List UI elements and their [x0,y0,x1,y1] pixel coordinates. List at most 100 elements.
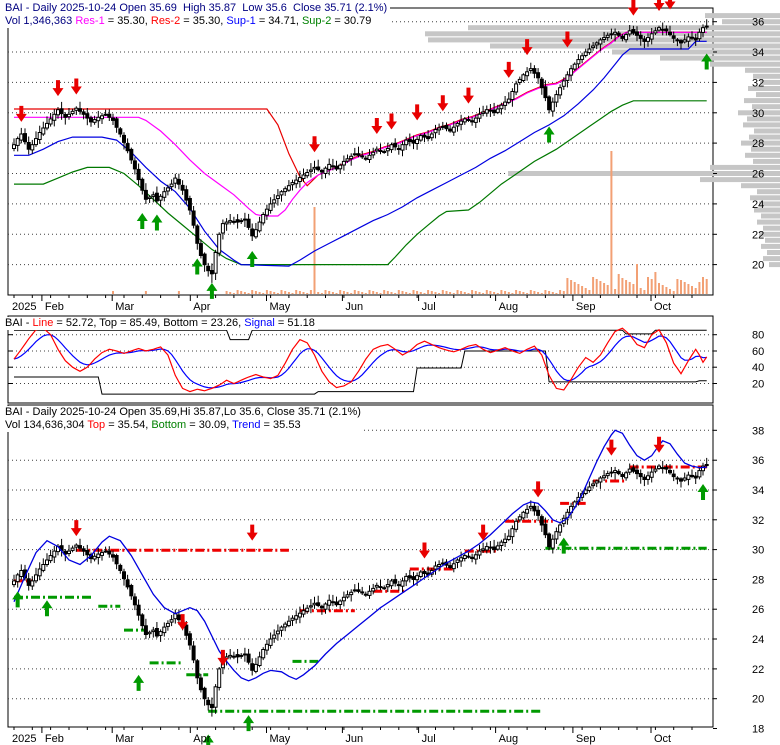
volume-bar [691,286,693,294]
volume-profile-bar [769,262,780,268]
candle-body [374,584,379,588]
axis-label: Apr [193,733,210,745]
candle-body [422,134,427,138]
candle-body [459,120,464,125]
sell-arrow-icon [437,95,449,112]
candle-body [473,117,478,123]
candle-body [118,128,123,135]
oscillator-panel-header: BAI - Line = 52.72, Top = 85.49, Bottom … [5,317,318,330]
candle-body [649,471,654,478]
volume-bar [489,291,492,294]
candle-body [305,172,310,177]
volume-bar [658,283,660,294]
candle-body [257,221,262,232]
candle-body [371,151,376,156]
volume-profile-bar [710,61,780,67]
volume-bar [482,293,485,294]
candle-body [459,557,464,562]
candle-body [118,564,123,572]
candle-body [620,35,625,39]
volume-profile-bar [744,98,780,104]
candle-body [140,178,145,191]
candle-body [264,208,269,216]
volume-bar [544,290,547,294]
candle-body [565,74,570,81]
candle-body [583,51,588,56]
volume-bar [401,291,404,294]
volume-profile-bar [722,19,780,25]
candle-body [345,594,350,598]
candle-body [627,30,632,35]
candle-body [440,125,445,128]
candle-body [198,243,203,257]
candle-body [481,548,486,551]
candle-body [499,541,504,546]
candle-body [261,214,266,224]
candle-body [180,184,185,191]
volume-bar [584,288,587,294]
candle-body [213,686,218,708]
volume-profile-bar [747,116,780,122]
candle-body [484,546,489,551]
candle-body [96,116,101,122]
candle-body [319,170,324,173]
volume-profile-bar [761,213,780,219]
candle-body [312,602,317,606]
volume-bar [694,288,697,294]
candle-body [624,34,629,41]
volume-bar [522,292,525,294]
sell-arrow-icon [309,136,321,153]
candle-body [81,111,86,115]
volume-bar [390,292,393,294]
volume-bar [603,283,606,294]
volume-bar [599,281,602,294]
candle-body [184,189,189,201]
volume-profile-bar [756,92,780,98]
candle-body [268,638,273,646]
candle-body [360,591,365,594]
volume-bar [379,293,382,294]
candle-body [686,474,691,480]
band-line [14,40,707,267]
candle-body [330,165,335,168]
candle-body [554,531,559,540]
volume-bar [680,280,682,294]
axis-label: 20 [752,379,764,391]
candle-body [631,467,636,472]
panel-frame [7,7,714,296]
candle-body [539,78,544,89]
axis-label: Feb [45,733,64,745]
volume-bar [449,292,452,294]
candle-body [195,225,200,244]
candle-body [514,83,519,93]
volume-profile-bar [700,177,780,183]
volume-bar [456,290,459,294]
candle-body [620,474,625,477]
candle-body [15,138,20,146]
candle-body [67,113,71,118]
header-text: = 30.09, [186,419,233,431]
volume-bar [445,291,448,294]
sell-arrow-icon [605,439,617,456]
candle-body [235,654,240,658]
axis-label: 34 [752,485,764,497]
candle-body [451,563,456,570]
candle-body [554,94,559,103]
candle-body [701,27,705,33]
volume-bar [408,293,411,294]
candle-body [649,33,654,40]
candle-body [246,218,251,228]
volume-bar [229,292,232,294]
candle-body [499,104,504,110]
volume-bar [452,293,455,294]
candle-body [616,470,621,475]
candle-body [572,63,577,70]
header-text: = 30.79 [331,15,372,27]
volume-bar [628,282,631,294]
axis-label: 28 [752,574,764,586]
band-line [14,31,707,187]
volume-bar [471,290,474,294]
volume-bar [672,291,675,294]
header-text: Trend [232,419,261,431]
